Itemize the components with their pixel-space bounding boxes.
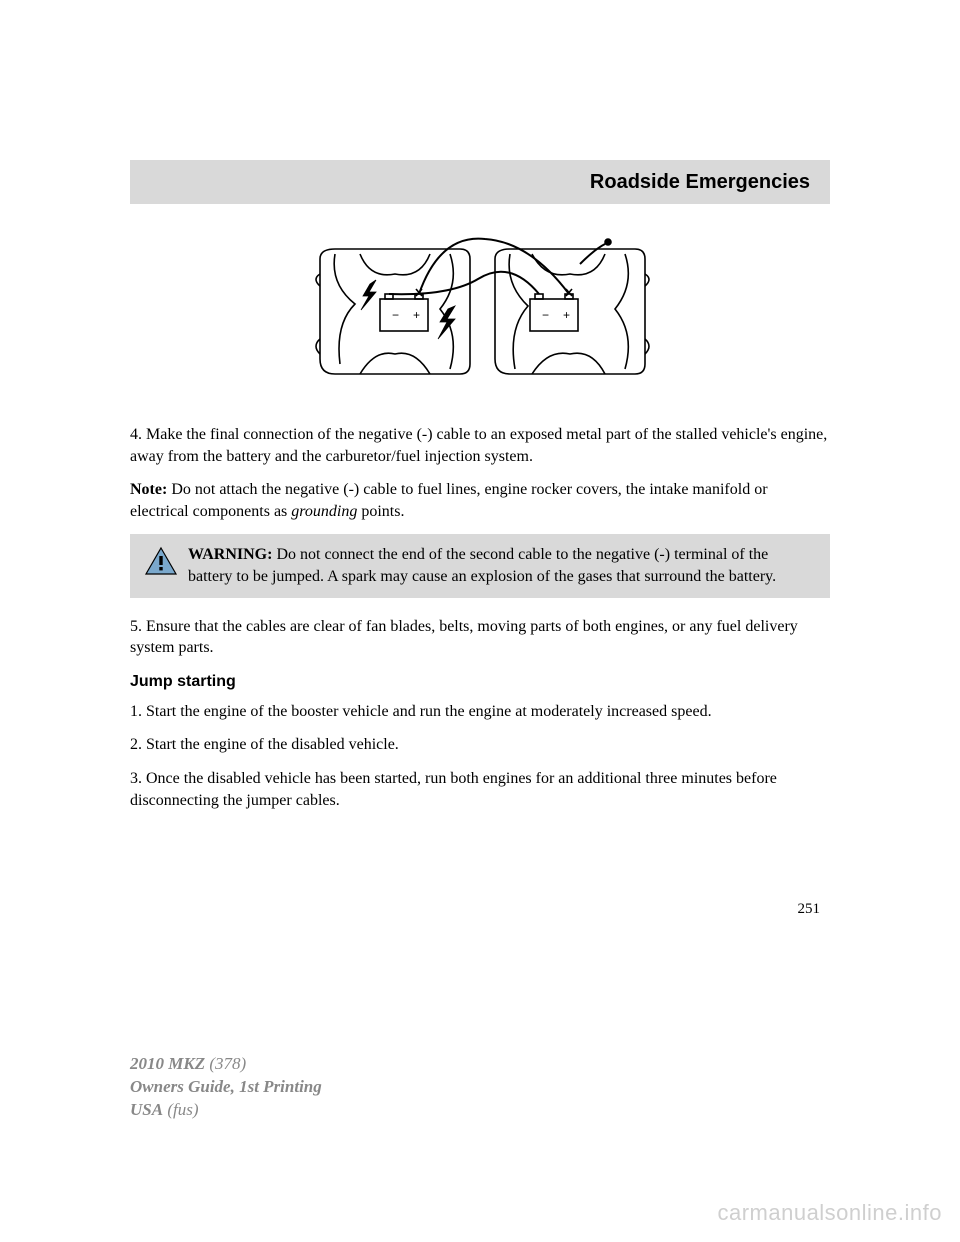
footer-block: 2010 MKZ (378) Owners Guide, 1st Printin… [130, 1053, 322, 1122]
note-label: Note: [130, 481, 167, 498]
footer-usa: USA [130, 1100, 163, 1119]
footer-line-1: 2010 MKZ (378) [130, 1053, 322, 1076]
jump-start-diagram: − + − + [130, 224, 830, 399]
jump-step-2: 2. Start the engine of the disabled vehi… [130, 734, 830, 756]
note-italic: grounding [291, 503, 357, 520]
diagram-svg: − + − + [300, 224, 660, 399]
footer-line-3: USA (fus) [130, 1099, 322, 1122]
svg-text:+: + [413, 308, 420, 322]
svg-text:+: + [563, 308, 570, 322]
note-tail: points. [357, 503, 404, 520]
warning-text: WARNING: Do not connect the end of the s… [144, 544, 816, 587]
jump-starting-heading: Jump starting [130, 673, 830, 691]
section-header-bar: Roadside Emergencies [130, 160, 830, 204]
note-body: Do not attach the negative (-) cable to … [130, 481, 768, 520]
jump-step-3: 3. Once the disabled vehicle has been st… [130, 768, 830, 811]
jump-step-1: 1. Start the engine of the booster vehic… [130, 701, 830, 723]
footer-guide: Owners Guide, 1st Printing [130, 1076, 322, 1099]
warning-body: Do not connect the end of the second cab… [188, 546, 776, 585]
page-number: 251 [130, 901, 830, 918]
footer-model: 2010 MKZ [130, 1054, 205, 1073]
warning-box: WARNING: Do not connect the end of the s… [130, 534, 830, 597]
warning-triangle-icon [144, 546, 178, 581]
svg-text:−: − [542, 308, 549, 322]
section-title: Roadside Emergencies [590, 171, 810, 194]
step-4: 4. Make the final connection of the nega… [130, 424, 830, 467]
footer-model-paren: (378) [205, 1054, 246, 1073]
footer-usa-paren: (fus) [163, 1100, 198, 1119]
note-paragraph: Note: Do not attach the negative (-) cab… [130, 479, 830, 522]
step-5: 5. Ensure that the cables are clear of f… [130, 616, 830, 659]
watermark-text: carmanualsonline.info [717, 1200, 942, 1226]
warning-label: WARNING: [188, 546, 272, 563]
manual-page: Roadside Emergencies [0, 0, 960, 918]
svg-text:−: − [392, 308, 399, 322]
